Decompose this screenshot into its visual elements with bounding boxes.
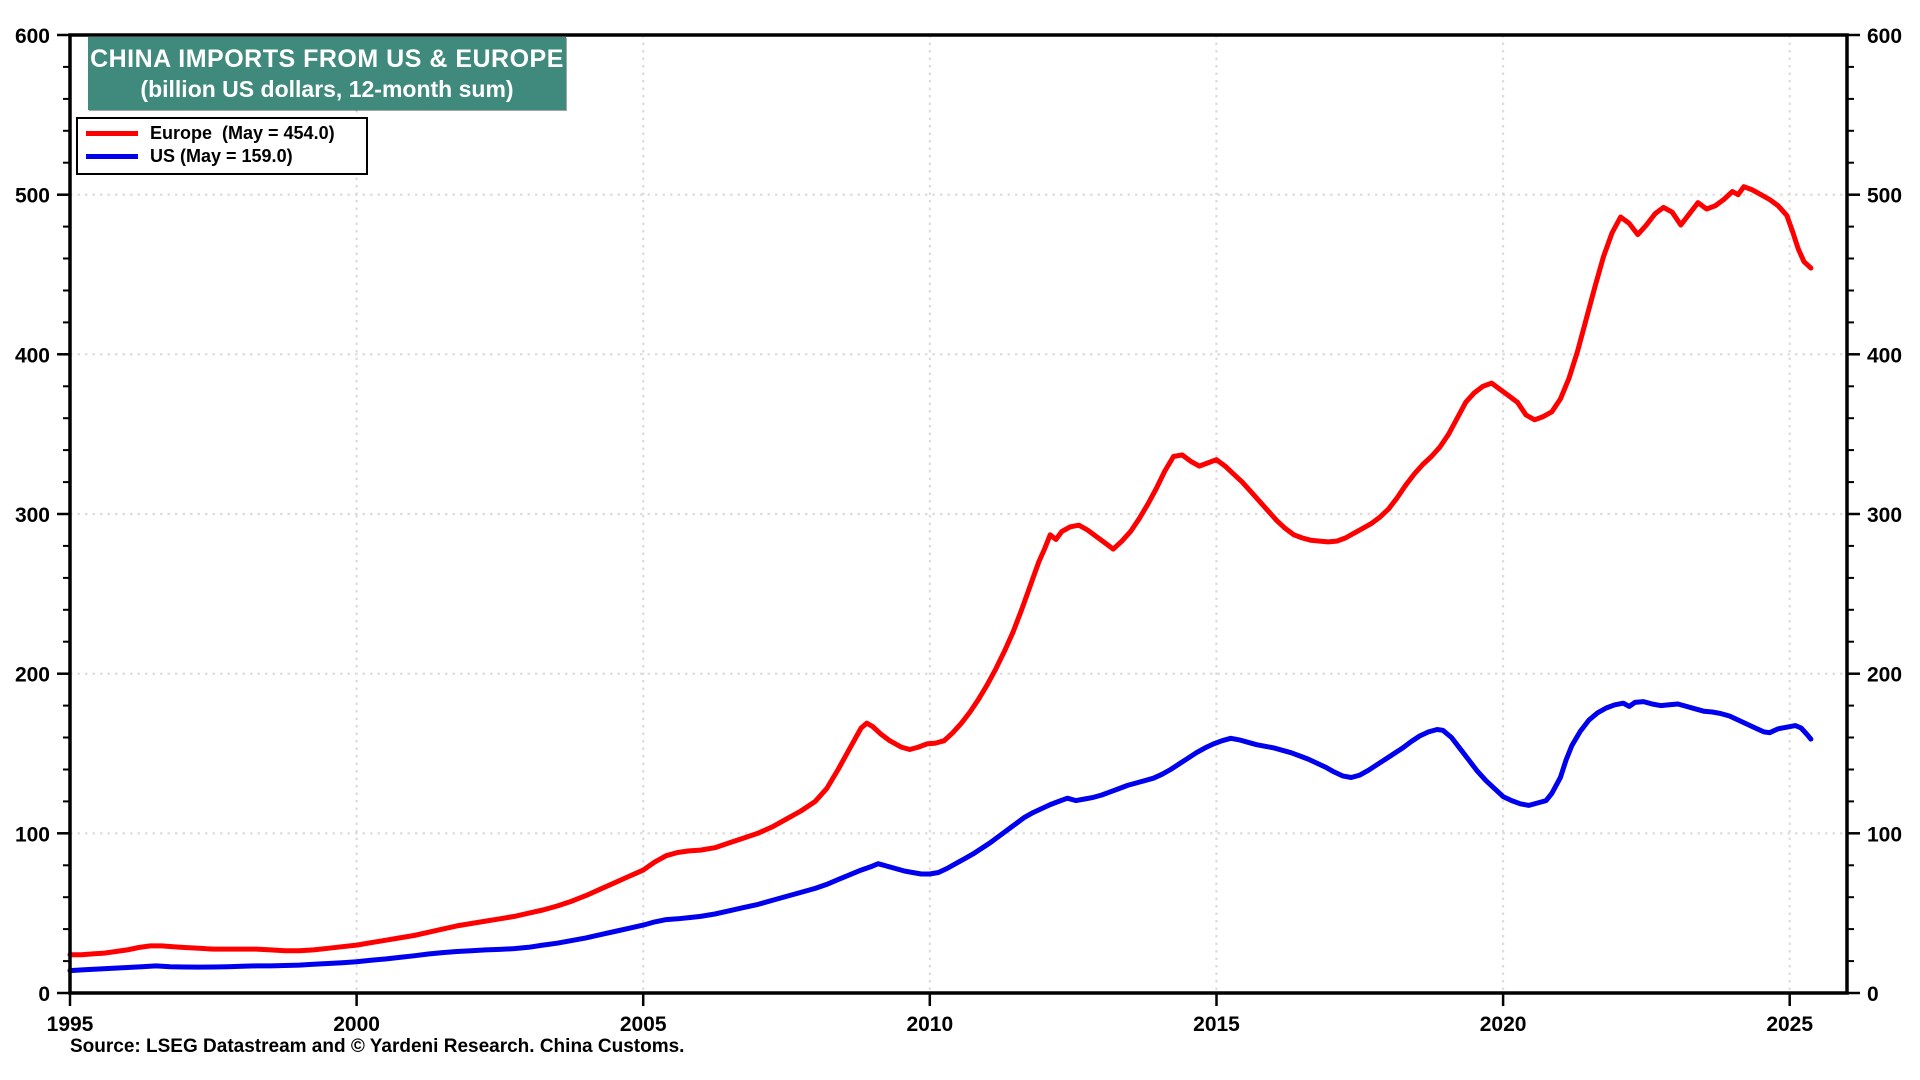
chart-legend: Europe (May = 454.0) US (May = 159.0) [76, 117, 368, 175]
chart-title: CHINA IMPORTS FROM US & EUROPE [90, 44, 564, 73]
svg-text:1995: 1995 [47, 1013, 94, 1036]
legend-row-us: US (May = 159.0) [86, 145, 358, 168]
svg-text:2015: 2015 [1193, 1013, 1240, 1036]
svg-text:2005: 2005 [620, 1013, 667, 1036]
svg-text:2000: 2000 [333, 1013, 380, 1036]
europe-line-swatch [86, 131, 138, 136]
svg-text:500: 500 [15, 185, 50, 208]
svg-text:200: 200 [1867, 664, 1902, 687]
source-note: Source: LSEG Datastream and © Yardeni Re… [70, 1036, 685, 1057]
svg-text:2010: 2010 [906, 1013, 953, 1036]
svg-text:2020: 2020 [1480, 1013, 1527, 1036]
svg-text:300: 300 [1867, 504, 1902, 527]
svg-text:200: 200 [15, 664, 50, 687]
us-line-swatch [86, 154, 138, 159]
svg-text:100: 100 [15, 823, 50, 846]
chart-title-box: CHINA IMPORTS FROM US & EUROPE (billion … [88, 37, 566, 110]
legend-row-europe: Europe (May = 454.0) [86, 122, 358, 145]
svg-text:300: 300 [15, 504, 50, 527]
svg-text:400: 400 [1867, 344, 1902, 367]
svg-text:500: 500 [1867, 185, 1902, 208]
svg-text:0: 0 [1867, 983, 1879, 1006]
svg-text:2025: 2025 [1766, 1013, 1813, 1036]
svg-text:0: 0 [38, 983, 50, 1006]
svg-text:600: 600 [15, 25, 50, 48]
legend-label-us: US (May = 159.0) [150, 146, 293, 166]
chart-subtitle: (billion US dollars, 12-month sum) [140, 75, 514, 102]
svg-text:100: 100 [1867, 823, 1902, 846]
svg-text:600: 600 [1867, 25, 1902, 48]
svg-text:400: 400 [15, 344, 50, 367]
legend-label-europe: Europe (May = 454.0) [150, 123, 335, 143]
